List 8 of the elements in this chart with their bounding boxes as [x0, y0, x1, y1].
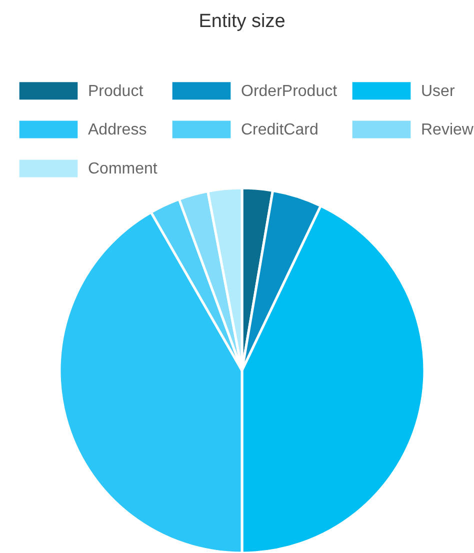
- legend-label: Review: [421, 122, 474, 138]
- legend-label: Product: [88, 82, 144, 100]
- legend-label: Address: [88, 122, 147, 138]
- legend-label: OrderProduct: [241, 82, 338, 100]
- legend-label: Comment: [88, 160, 158, 178]
- legend-label: User: [421, 82, 456, 100]
- chart-title: Entity size: [198, 11, 286, 32]
- legend-label: CreditCard: [241, 122, 318, 138]
